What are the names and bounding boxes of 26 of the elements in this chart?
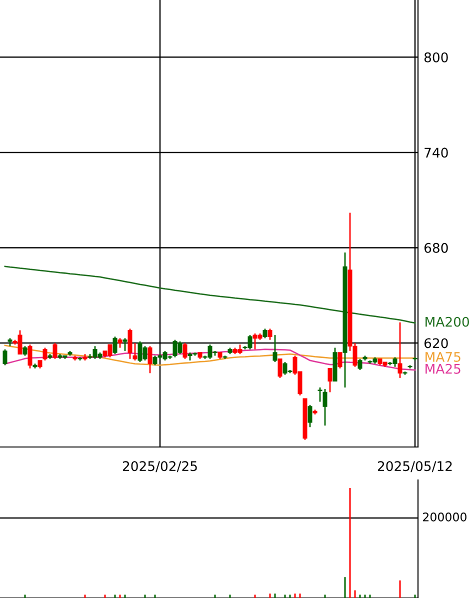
text: 200000: [423, 512, 466, 522]
candlestick: [2, 348, 8, 366]
series-label: MA75: [426, 352, 460, 362]
candlestick: [128, 328, 132, 360]
candlestick: [318, 386, 322, 402]
candlestick: [182, 342, 188, 360]
y-tick-label: 740: [424, 148, 448, 158]
candlestick: [268, 328, 272, 341]
series-label: MA25: [426, 364, 460, 374]
candlestick: [272, 334, 278, 363]
candlestick: [22, 345, 28, 356]
y-tick-label: 620: [424, 338, 448, 348]
candlestick: [328, 368, 332, 393]
line-series: [4, 266, 416, 324]
candlestick: [112, 336, 118, 355]
x-tick-label: 2025/05/12: [378, 461, 452, 472]
series-label: MA200: [426, 316, 469, 327]
y-tick-label: 680: [424, 242, 448, 253]
candlestick: [118, 338, 122, 348]
x-tick-label: 2025/02/25: [122, 461, 197, 472]
candlestick: [122, 338, 128, 352]
candlestick: [262, 328, 268, 339]
candlestick: [52, 342, 58, 360]
candlestick: [322, 388, 328, 426]
candlestick: [338, 352, 342, 370]
y-tick-label: 800: [424, 52, 448, 62]
